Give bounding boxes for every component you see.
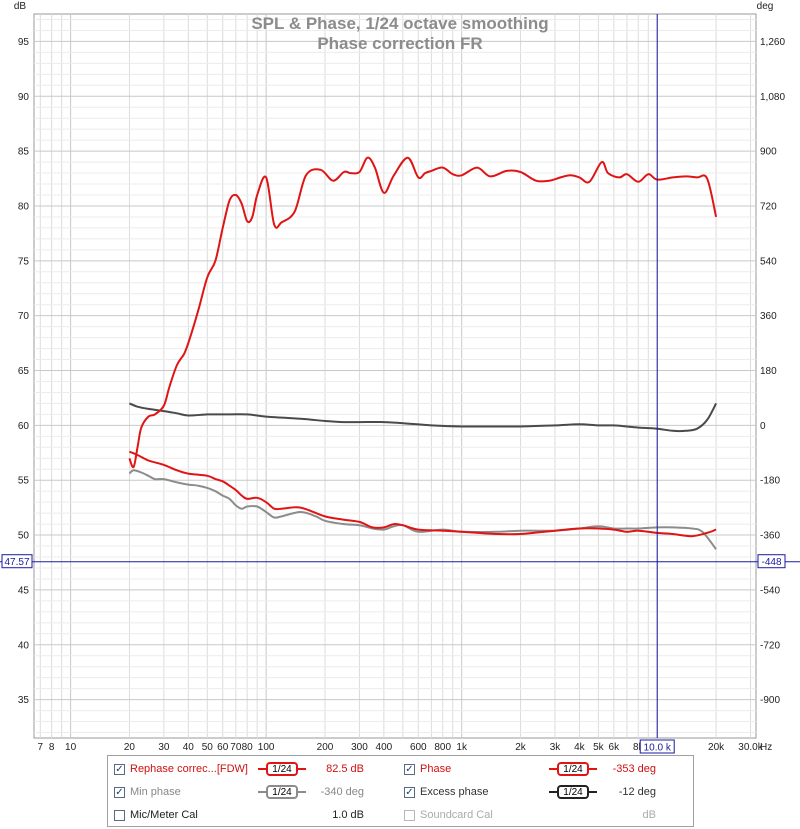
mic-cal-checkbox[interactable]: [114, 810, 125, 821]
y-right-tick-label: -180: [760, 476, 780, 487]
series-line-phase: [129, 450, 717, 538]
legend-row-2: ✓ Min phase 1/24 -340 deg ✓ Excess phase…: [108, 783, 693, 803]
y-left-tick-label: 85: [18, 147, 30, 158]
cursor[interactable]: 47.57 -448 10.0 k: [0, 14, 800, 754]
soundcard-cal-checkbox[interactable]: [404, 810, 415, 821]
y-right-tick-label: 540: [760, 256, 777, 267]
y-right-tick-label: -720: [760, 640, 780, 651]
soundcard-cal-label: Soundcard Cal: [420, 809, 493, 821]
y-right-tick-label: 900: [760, 147, 777, 158]
y-right-tick-label: -540: [760, 585, 780, 596]
cursor-x-readout: 10.0 k: [644, 743, 672, 754]
excess-phase-smoothing-icon[interactable]: 1/24: [549, 785, 597, 799]
x-tick-label: 6k: [609, 742, 621, 753]
y-left-tick-label: 65: [18, 366, 30, 377]
y-right-tick-label: 0: [760, 421, 766, 432]
x-tick-label: 2k: [515, 742, 527, 753]
mic-cal-value: 1.0 dB: [332, 809, 364, 821]
axis-ticks: 7 8 10 20 30 40 50 60 70 80 100 200 300 400 600 800 1k 2k…: [18, 37, 786, 753]
legend-row-1: ✓ Rephase correc...[FDW] 1/24 82.5 dB ✓ …: [108, 760, 693, 780]
y-left-tick-label: 40: [18, 640, 30, 651]
cursor-right-readout-box: [757, 554, 786, 569]
y-right-tick-label: 1,260: [760, 37, 785, 48]
min-phase-checkbox[interactable]: ✓: [114, 787, 125, 798]
mic-cal-label: Mic/Meter Cal: [130, 809, 198, 821]
x-tick-label: 60: [217, 742, 229, 753]
y-right-tick-label: 180: [760, 366, 777, 377]
x-tick-label: 8: [49, 742, 55, 753]
cursor-left-readout-box: [1, 554, 33, 569]
x-tick-label: 30.0k: [738, 742, 763, 753]
x-tick-label: 400: [376, 742, 393, 753]
x-tick-label: 600: [410, 742, 427, 753]
series-line-min-phase: [128, 469, 717, 550]
chart-subtitle: Phase correction FR: [317, 34, 482, 53]
grid: [34, 14, 756, 738]
y-left-tick-label: 55: [18, 476, 30, 487]
x-tick-label: 3k: [550, 742, 562, 753]
y-right-tick-label: 720: [760, 201, 777, 212]
y-left-tick-label: 75: [18, 256, 30, 267]
y-left-tick-label: 70: [18, 311, 30, 322]
cursor-left-readout: 47.57: [4, 557, 29, 568]
phase-checkbox[interactable]: ✓: [404, 764, 415, 775]
x-tick-label: 20k: [708, 742, 725, 753]
x-tick-label: 4k: [574, 742, 586, 753]
series-line-rephase-correc-fdw: [128, 156, 718, 469]
y-right-tick-label: -360: [760, 531, 780, 542]
x-tick-label: 100: [258, 742, 275, 753]
y-left-tick-label: 90: [18, 92, 30, 103]
x-tick-label: 800: [434, 742, 451, 753]
x-tick-label: 200: [317, 742, 334, 753]
min-phase-value: -340 deg: [320, 786, 364, 798]
y-left-tick-label: 35: [18, 695, 30, 706]
x-tick-label: 40: [183, 742, 195, 753]
chart-title: SPL & Phase, 1/24 octave smoothing: [251, 14, 548, 33]
x-tick-label: 20: [124, 742, 136, 753]
excess-phase-label: Excess phase: [420, 786, 489, 798]
x-tick-label: 30: [158, 742, 170, 753]
y-left-tick-label: 95: [18, 37, 30, 48]
y-right-tick-label: 360: [760, 311, 777, 322]
rephase-smoothing-icon[interactable]: 1/24: [258, 762, 306, 776]
legend-panel: ✓ Rephase correc...[FDW] 1/24 82.5 dB ✓ …: [107, 755, 694, 827]
min-phase-smoothing-icon[interactable]: 1/24: [258, 785, 306, 799]
x-tick-label: 7: [38, 742, 44, 753]
cursor-right-readout: -448: [761, 557, 781, 568]
series-line-excess-phase: [128, 402, 717, 433]
y-left-tick-label: 60: [18, 421, 30, 432]
x-tick-label: 8k: [633, 742, 645, 753]
x-tick-label: 70: [230, 742, 242, 753]
phase-value: -353 deg: [612, 763, 656, 775]
min-phase-label: Min phase: [130, 786, 181, 798]
x-tick-label: 300: [351, 742, 368, 753]
x-tick-label: 50: [202, 742, 214, 753]
cursor-x-readout-box: [639, 739, 675, 754]
y-left-tick-label: 45: [18, 585, 30, 596]
rephase-value: 82.5 dB: [326, 763, 364, 775]
excess-phase-checkbox[interactable]: ✓: [404, 787, 415, 798]
series-layer: [128, 156, 718, 550]
left-unit-label: dB: [14, 1, 27, 12]
rephase-label: Rephase correc...[FDW]: [130, 763, 248, 775]
rephase-checkbox[interactable]: ✓: [114, 764, 125, 775]
plot-area[interactable]: [33, 13, 757, 739]
soundcard-cal-value: dB: [642, 809, 656, 821]
x-tick-label: 80: [242, 742, 254, 753]
legend-row-3: Mic/Meter Cal 1.0 dB Soundcard Cal dB: [108, 806, 693, 826]
excess-phase-value: -12 deg: [618, 786, 656, 798]
y-right-tick-label: -900: [760, 695, 780, 706]
phase-label: Phase: [420, 763, 452, 775]
x-tick-label: 10: [65, 742, 77, 753]
right-unit-label: deg: [757, 1, 774, 12]
y-right-tick-label: 1,080: [760, 92, 785, 103]
x-tick-label: 1k: [456, 742, 468, 753]
x-unit-label: Hz: [760, 742, 772, 753]
x-tick-label: 5k: [593, 742, 605, 753]
y-left-tick-label: 80: [18, 201, 30, 212]
phase-smoothing-icon[interactable]: 1/24: [549, 762, 597, 776]
y-left-tick-label: 50: [18, 531, 30, 542]
